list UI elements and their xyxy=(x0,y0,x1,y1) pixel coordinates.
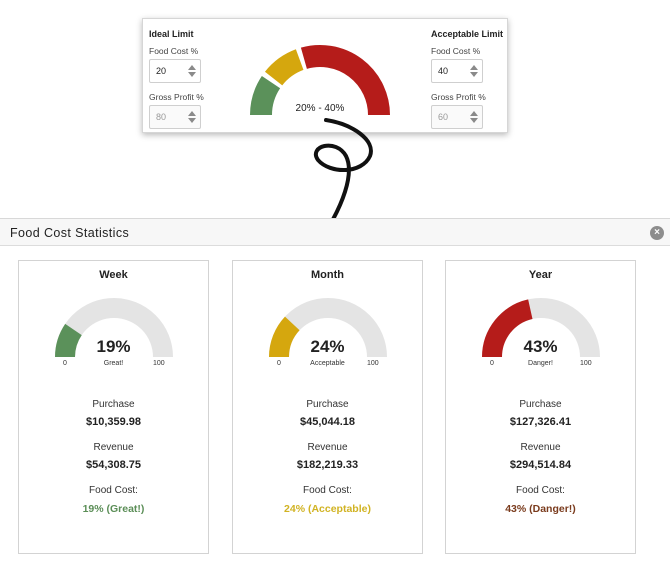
stat-card-year: Year 43% 0 Danger! 100 Purchase $127,326.41 Rev… xyxy=(445,260,636,554)
gauge-value-arc xyxy=(269,316,300,358)
food-cost-label: Food Cost: xyxy=(516,485,565,496)
acceptable-gross-profit-label: Gross Profit % xyxy=(431,92,486,102)
gauge-percent: 43% xyxy=(523,337,558,356)
food-cost-value: 24% (Acceptable) xyxy=(284,503,371,515)
purchase-label: Purchase xyxy=(92,399,135,410)
gauge-value-arc xyxy=(482,299,533,358)
revenue-value: $294,514.84 xyxy=(509,459,572,471)
acceptable-gross-profit-stepper: 60 xyxy=(431,105,483,129)
gauge-value-arc xyxy=(55,323,82,358)
food-cost-gauge xyxy=(482,298,600,358)
gauge-status: Danger! xyxy=(528,360,553,367)
card-title: Year xyxy=(528,269,553,281)
ideal-gross-profit-label: Gross Profit % xyxy=(149,92,204,102)
food-cost-label: Food Cost: xyxy=(303,485,352,496)
acceptable-food-cost-label: Food Cost % xyxy=(431,46,481,56)
ideal-gross-profit-stepper: 80 xyxy=(149,105,201,129)
acceptable-food-cost-value[interactable]: 40 xyxy=(438,66,449,76)
gauge-max-label: 100 xyxy=(153,360,165,367)
gauge-band-2 xyxy=(300,45,390,116)
acceptable-food-cost-stepper[interactable]: 40 xyxy=(431,59,483,83)
gauge-percent: 24% xyxy=(310,337,345,356)
card-title: Month xyxy=(311,269,344,281)
revenue-label: Revenue xyxy=(520,442,561,453)
card-title: Week xyxy=(99,269,128,281)
purchase-value: $45,044.18 xyxy=(299,416,356,428)
purchase-value: $127,326.41 xyxy=(509,416,572,428)
limits-settings-card: Ideal Limit Food Cost % 20 Gross Profit … xyxy=(142,18,508,133)
revenue-label: Revenue xyxy=(93,442,134,453)
gauge-max-label: 100 xyxy=(367,360,379,367)
spinner-arrows-icon xyxy=(470,106,478,128)
limits-range-gauge xyxy=(250,45,390,116)
food-cost-gauge xyxy=(269,298,387,358)
purchase-label: Purchase xyxy=(519,399,562,410)
revenue-value: $54,308.75 xyxy=(85,459,142,471)
gauge-status: Acceptable xyxy=(310,360,345,367)
gauge-percent: 19% xyxy=(96,337,131,356)
gauge-max-label: 100 xyxy=(580,360,592,367)
food-cost-value: 43% (Danger!) xyxy=(505,503,576,515)
revenue-value: $182,219.33 xyxy=(296,459,359,471)
food-cost-value: 19% (Great!) xyxy=(82,503,145,515)
limits-range-text: 20% - 40% xyxy=(295,103,345,114)
ideal-food-cost-value[interactable]: 20 xyxy=(156,66,167,76)
spinner-arrows-icon[interactable] xyxy=(188,60,196,82)
close-icon[interactable]: × xyxy=(650,226,664,240)
gauge-min-label: 0 xyxy=(63,360,67,367)
gauge-band-0 xyxy=(250,76,281,116)
stat-card-month: Month 24% 0 Acceptable 100 Purchase $45,044.18… xyxy=(232,260,423,554)
acceptable-limit-title: Acceptable Limit xyxy=(431,29,504,39)
stat-card-week: Week 19% 0 Great! 100 Purchase $10,359.98 Reven… xyxy=(18,260,209,554)
food-cost-label: Food Cost: xyxy=(89,485,138,496)
gauge-band-1 xyxy=(264,49,304,86)
spinner-arrows-icon[interactable] xyxy=(470,60,478,82)
gauge-min-label: 0 xyxy=(277,360,281,367)
purchase-label: Purchase xyxy=(306,399,349,410)
ideal-limit-column: Ideal Limit Food Cost % 20 Gross Profit … xyxy=(149,29,204,138)
acceptable-limit-column: Acceptable Limit Food Cost % 40 Gross Pr… xyxy=(431,29,503,138)
purchase-value: $10,359.98 xyxy=(85,416,142,428)
spinner-arrows-icon xyxy=(188,106,196,128)
food-cost-gauge xyxy=(55,298,173,358)
gauge-status: Great! xyxy=(103,360,124,367)
ideal-limit-title: Ideal Limit xyxy=(149,29,194,39)
food-cost-statistics-panel: Food Cost Statistics × Week 19% 0 Great! 100… xyxy=(0,218,670,572)
ideal-gross-profit-value: 80 xyxy=(156,112,167,122)
acceptable-gross-profit-value: 60 xyxy=(438,112,449,122)
panel-title: Food Cost Statistics xyxy=(10,226,130,240)
ideal-food-cost-label: Food Cost % xyxy=(149,46,199,56)
revenue-label: Revenue xyxy=(307,442,348,453)
panel-header: Food Cost Statistics × xyxy=(0,218,670,246)
ideal-food-cost-stepper[interactable]: 20 xyxy=(149,59,201,83)
gauge-min-label: 0 xyxy=(490,360,494,367)
